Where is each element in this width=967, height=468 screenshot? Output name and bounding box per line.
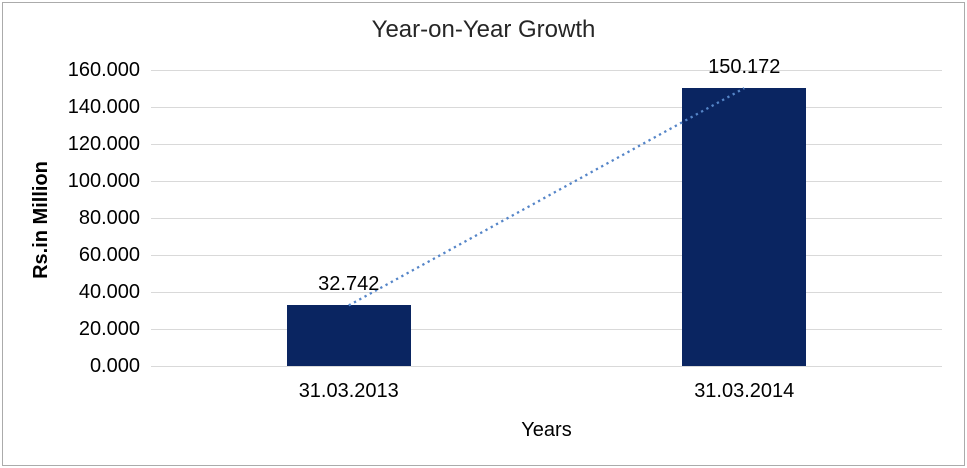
- gridline: [151, 69, 942, 71]
- bar-31.03.2014: [682, 88, 807, 366]
- y-tick-label: 60.000: [78, 244, 140, 266]
- y-tick-label: 160.000: [67, 59, 140, 81]
- plot-area: 32.742 150.172: [151, 56, 942, 367]
- gridline: [151, 180, 942, 182]
- y-tick-label: 20.000: [78, 318, 140, 340]
- y-tick-label: 0.000: [89, 355, 140, 377]
- gridline: [151, 143, 942, 145]
- y-tick-label: 40.000: [78, 281, 140, 303]
- gridline: [151, 328, 942, 330]
- y-tick-label: 100.000: [67, 170, 140, 192]
- y-tick-label: 140.000: [67, 96, 140, 118]
- chart-title: Year-on-Year Growth: [371, 16, 596, 43]
- gridline: [151, 217, 942, 219]
- y-tick-label: 80.000: [78, 207, 140, 229]
- x-axis-title: Years: [521, 419, 572, 441]
- x-category-label: 31.03.2014: [694, 380, 795, 402]
- gridline: [151, 254, 942, 256]
- gridline: [151, 106, 942, 108]
- y-tick-label: 120.000: [67, 133, 140, 155]
- x-category-label: 31.03.2013: [298, 380, 399, 402]
- bar-31.03.2013: [286, 305, 411, 366]
- gridline: [151, 365, 942, 367]
- data-label: 32.742: [318, 273, 380, 296]
- data-label: 150.172: [708, 56, 781, 79]
